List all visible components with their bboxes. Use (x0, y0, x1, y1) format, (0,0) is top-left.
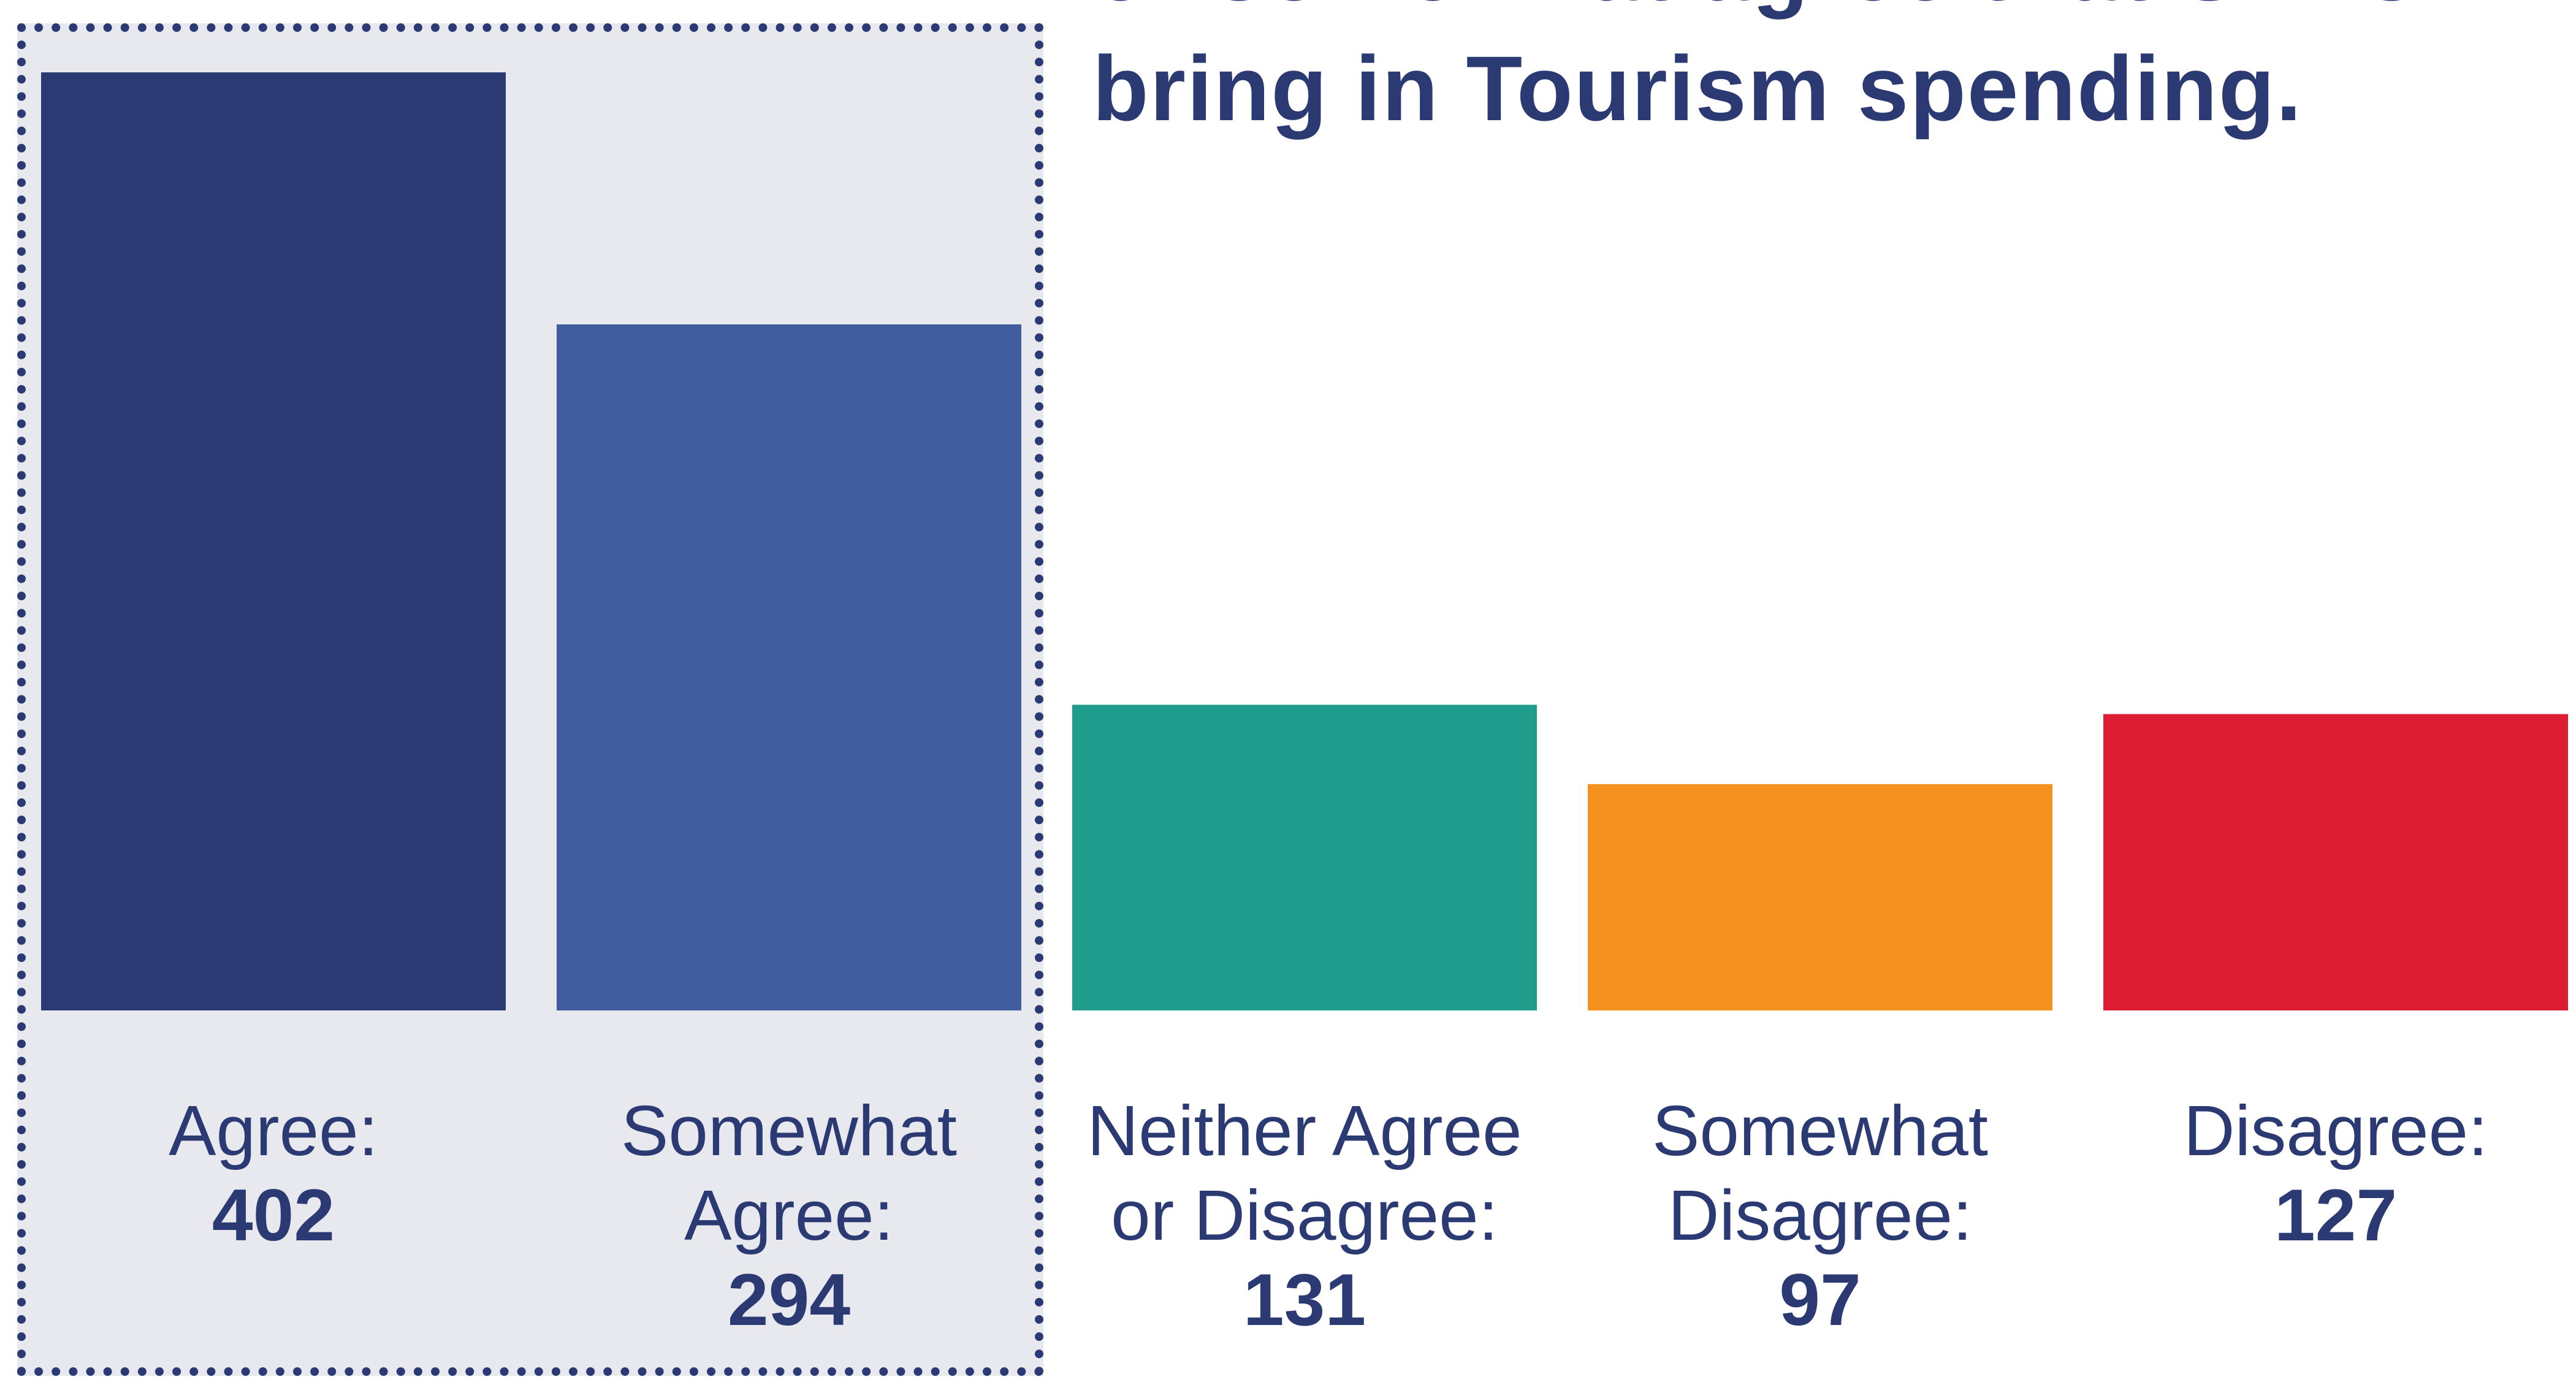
category-label-neither-agree-or-disagree: Neither Agree or Disagree: 131 (1029, 1088, 1580, 1342)
category-label-line: Neither Agree (1087, 1091, 1522, 1170)
headline-line-2: bring in Tourism spending. (1092, 37, 2303, 140)
value-label-neither-agree-or-disagree: 131 (1243, 1259, 1366, 1341)
category-label-line: Somewhat (620, 1091, 958, 1170)
category-label-line: Disagree: (1667, 1175, 1973, 1255)
value-label-agree: 402 (211, 1174, 335, 1256)
chart-headline: or somewhat agree that STRs bring in Tou… (1092, 0, 2551, 148)
bar-neither-agree-or-disagree (1072, 704, 1537, 1010)
bar-somewhat-agree (557, 324, 1021, 1010)
bar-somewhat-disagree (1588, 784, 2052, 1010)
bar-disagree (2103, 714, 2568, 1010)
headline-line-1: or somewhat agree that STRs (1092, 0, 2551, 28)
category-label-line: Agree: (169, 1091, 378, 1170)
value-label-disagree: 127 (2274, 1174, 2398, 1256)
category-label-somewhat-disagree: Somewhat Disagree: 97 (1544, 1088, 2096, 1342)
category-label-agree: Agree: 402 (0, 1088, 549, 1258)
category-label-line: Agree: (684, 1175, 894, 1255)
bar-agree (41, 72, 506, 1010)
category-label-line: Somewhat (1652, 1091, 1989, 1170)
category-label-disagree: Disagree: 127 (2060, 1088, 2576, 1258)
category-label-line: or Disagree: (1111, 1175, 1498, 1255)
category-label-line: Disagree: (2183, 1091, 2488, 1170)
value-label-somewhat-disagree: 97 (1779, 1259, 1861, 1341)
value-label-somewhat-agree: 294 (727, 1259, 851, 1341)
category-label-somewhat-agree: Somewhat Agree: 294 (513, 1088, 1065, 1342)
